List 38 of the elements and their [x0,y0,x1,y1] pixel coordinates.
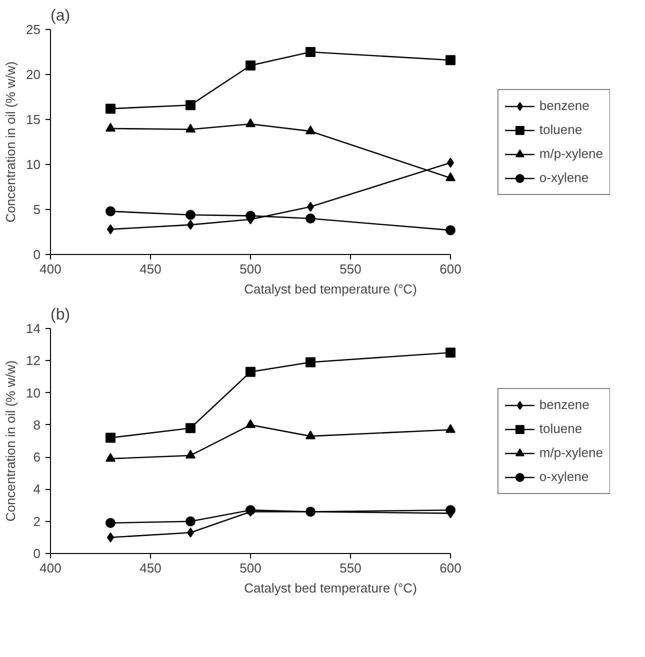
y-tick-label: 5 [33,202,41,217]
legend-label: toluene [539,421,582,436]
x-tick-label: 550 [340,560,362,576]
y-tick-label: 14 [26,321,41,336]
x-tick-label: 600 [440,262,462,276]
y-tick-label: 12 [26,353,41,368]
x-tick-label: 600 [440,560,462,576]
y-tick-label: 10 [26,385,41,400]
y-tick-label: 20 [26,67,41,82]
y-tick-label: 0 [33,546,41,561]
y-tick-label: 10 [26,157,41,172]
legend-label: benzene [539,98,590,113]
x-tick-label: 400 [40,262,62,276]
y-axis-title: Concentration in oil (% w/w) [3,360,18,522]
y-axis-title: Concentration in oil (% w/w) [3,61,18,223]
x-tick-label: 500 [240,262,262,276]
x-tick-label: 450 [140,262,162,276]
legend-label: m/p-xylene [539,445,603,460]
legend-label: o-xylene [539,469,589,484]
y-tick-label: 0 [33,247,41,262]
legend-label: benzene [539,397,590,412]
x-tick-label: 550 [340,262,362,276]
legend-label: toluene [539,122,582,137]
legend-label: m/p-xylene [539,146,603,161]
x-tick-label: 400 [40,560,62,576]
x-tick-label: 450 [140,560,162,576]
y-tick-label: 15 [26,112,41,127]
chart-title: (a) [50,8,70,24]
x-axis-title: Catalyst bed temperature (°C) [244,580,417,596]
y-tick-label: 8 [33,417,41,432]
x-tick-label: 500 [240,560,262,576]
y-tick-label: 6 [33,450,41,465]
chart-title: (b) [50,306,70,324]
legend-label: o-xylene [539,170,589,185]
x-axis-title: Catalyst bed temperature (°C) [244,282,417,296]
y-tick-label: 25 [26,22,41,37]
y-tick-label: 4 [33,482,41,497]
y-tick-label: 2 [33,514,41,529]
